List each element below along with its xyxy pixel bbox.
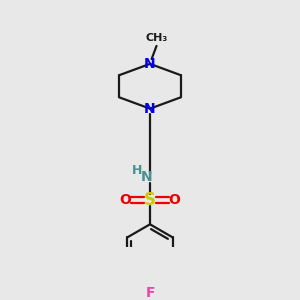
Text: CH₃: CH₃ xyxy=(146,33,168,43)
Text: O: O xyxy=(169,193,180,207)
Text: N: N xyxy=(141,170,153,184)
Text: F: F xyxy=(145,286,155,300)
Text: S: S xyxy=(144,191,156,209)
Text: N: N xyxy=(144,102,156,116)
Text: O: O xyxy=(120,193,131,207)
Text: H: H xyxy=(132,164,142,177)
Text: N: N xyxy=(144,57,156,71)
